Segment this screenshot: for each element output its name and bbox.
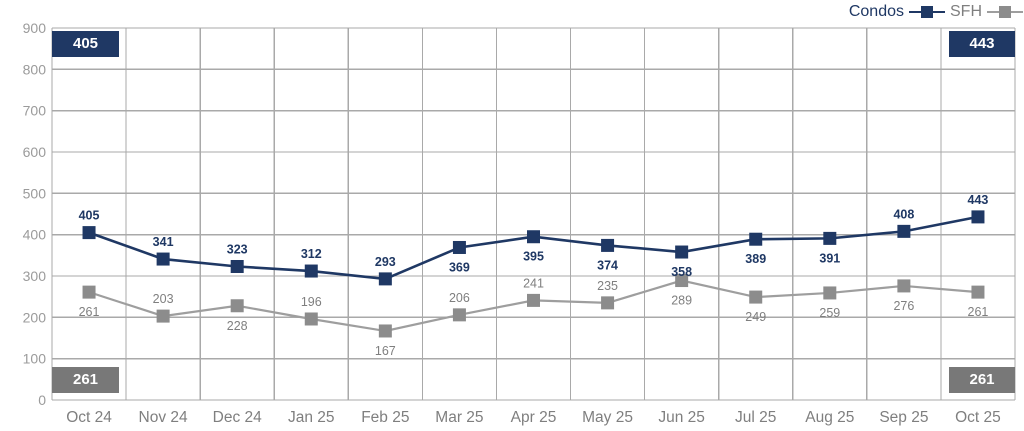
condos-data-label: 293 <box>375 255 396 269</box>
condos-data-label: 389 <box>745 252 766 266</box>
condos-data-label: 358 <box>671 265 692 279</box>
sfh-data-label: 203 <box>153 292 174 306</box>
sfh-data-label: 249 <box>745 310 766 324</box>
sfh-marker <box>82 285 96 299</box>
y-axis-tick-label: 900 <box>23 20 47 36</box>
sfh-data-label: 196 <box>301 295 322 309</box>
condos-marker <box>527 230 540 244</box>
sfh-data-label: 276 <box>893 299 914 313</box>
condos-data-label: 395 <box>523 250 544 264</box>
x-axis-tick-label: Mar 25 <box>435 409 483 426</box>
sfh-data-label: 289 <box>671 294 692 308</box>
y-axis-tick-label: 200 <box>23 309 47 325</box>
x-axis-tick-label: Feb 25 <box>361 409 409 426</box>
condos-marker <box>452 240 466 254</box>
badge-sfh-end: 261 <box>949 367 1015 393</box>
condos-data-label: 341 <box>153 235 174 249</box>
condos-data-label: 369 <box>449 260 470 274</box>
condos-marker <box>675 245 689 259</box>
y-axis-tick-label: 400 <box>23 227 47 243</box>
condos-data-label: 443 <box>968 193 989 207</box>
condos-data-label: 323 <box>227 242 248 256</box>
y-axis-tick-label: 100 <box>23 351 47 367</box>
condos-marker <box>304 264 318 278</box>
sfh-data-label: 206 <box>449 291 470 305</box>
sfh-marker <box>971 285 985 299</box>
condos-marker <box>156 252 170 266</box>
x-axis-tick-label: Sep 25 <box>879 409 928 426</box>
condos-marker <box>897 224 911 238</box>
x-axis-tick-label: Oct 25 <box>955 409 1001 426</box>
condos-marker <box>749 232 763 246</box>
legend-label-condos: Condos <box>848 3 904 20</box>
y-axis-tick-label: 0 <box>38 392 46 408</box>
sfh-marker <box>304 312 318 326</box>
x-axis-tick-label: Apr 25 <box>511 409 557 426</box>
sfh-marker <box>378 324 392 338</box>
x-axis-tick-label: Oct 24 <box>66 409 112 426</box>
badge-condos-start: 405 <box>52 31 119 57</box>
y-axis-tick-label: 700 <box>23 103 47 119</box>
sfh-marker <box>897 279 911 293</box>
x-axis-tick-label: Dec 24 <box>213 409 262 426</box>
sfh-data-label: 259 <box>819 306 840 320</box>
x-axis-tick-label: May 25 <box>582 409 633 426</box>
legend-label-sfh: SFH <box>950 3 982 20</box>
sfh-marker <box>452 308 466 322</box>
y-axis-tick-label: 300 <box>23 268 47 284</box>
sfh-marker <box>527 293 540 307</box>
sfh-data-label: 241 <box>523 276 544 290</box>
condos-marker <box>82 226 96 240</box>
condos-marker <box>601 238 615 252</box>
condos-data-label: 374 <box>597 258 618 272</box>
x-axis-tick-label: Jun 25 <box>658 409 705 426</box>
legend-marker-sfh-icon <box>987 6 1023 18</box>
condos-data-label: 405 <box>79 209 100 223</box>
condos-line <box>88 215 979 281</box>
y-axis-tick-label: 600 <box>23 144 47 160</box>
y-axis-tick-label: 500 <box>23 185 47 201</box>
condos-marker <box>378 272 392 286</box>
legend-marker-condos-icon <box>909 6 945 18</box>
chart-legend: Condos SFH <box>849 3 1023 21</box>
sfh-marker <box>675 274 689 288</box>
sfh-data-label: 261 <box>79 305 100 319</box>
x-axis-tick-label: Aug 25 <box>805 409 854 426</box>
condos-data-label: 391 <box>819 251 840 265</box>
badge-sfh-start: 261 <box>52 367 119 393</box>
sfh-marker <box>156 309 170 323</box>
sfh-marker <box>601 296 615 310</box>
condos-data-label: 312 <box>301 247 322 261</box>
condos-marker <box>823 231 837 245</box>
condos-data-label: 408 <box>893 207 914 221</box>
sfh-data-label: 228 <box>227 319 248 333</box>
sfh-marker <box>230 299 244 313</box>
y-axis-tick-label: 800 <box>23 61 47 77</box>
x-axis-tick-label: Jul 25 <box>735 409 776 426</box>
sfh-data-label: 235 <box>597 279 618 293</box>
x-axis-tick-label: Nov 24 <box>139 409 188 426</box>
gridlines <box>51 27 1016 401</box>
sfh-marker <box>749 290 763 304</box>
sfh-marker <box>823 286 837 300</box>
badge-condos-end: 443 <box>949 31 1015 57</box>
condos-marker <box>971 210 985 224</box>
condos-marker <box>230 259 244 273</box>
x-axis-tick-label: Jan 25 <box>288 409 335 426</box>
sfh-data-label: 167 <box>375 344 396 358</box>
sfh-data-label: 261 <box>968 305 989 319</box>
